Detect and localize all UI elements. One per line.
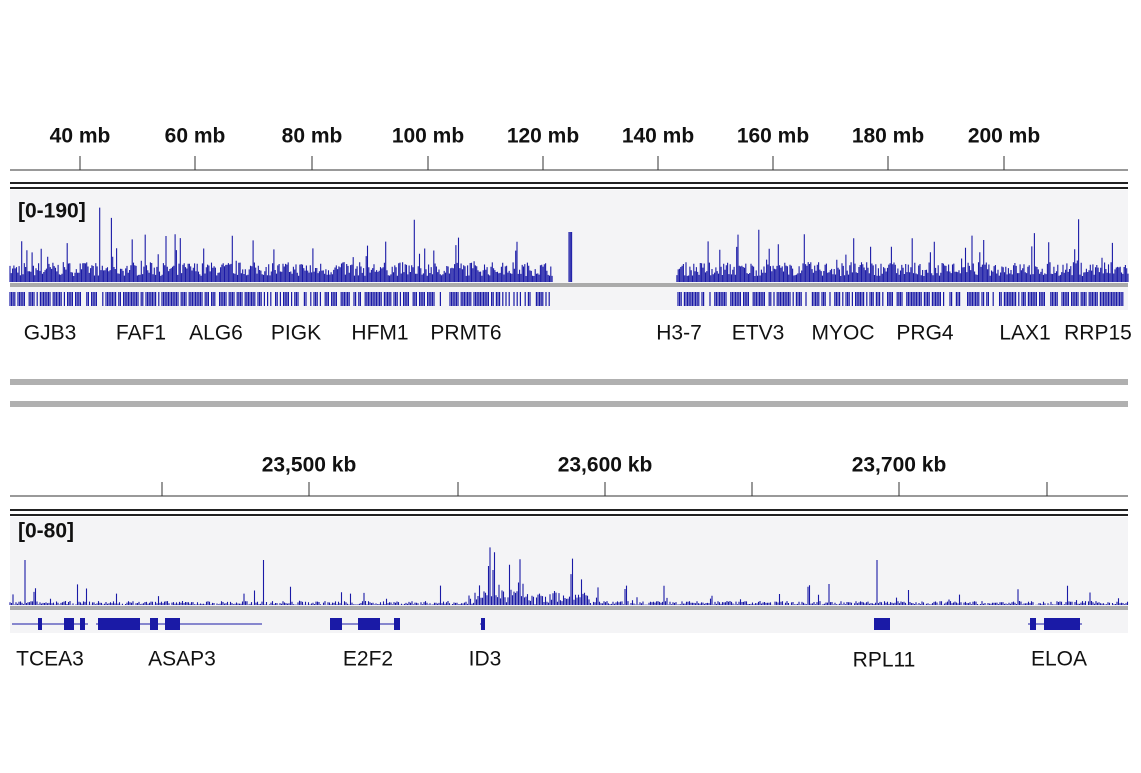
exon: [1030, 618, 1036, 630]
gene-label: ID3: [469, 648, 502, 671]
gene-label: E2F2: [343, 648, 393, 671]
track-range: [0-80]: [18, 520, 74, 543]
tick-label: 160 mb: [737, 125, 809, 148]
track-background: [10, 517, 1128, 633]
tick-label: 40 mb: [50, 125, 111, 148]
gene-label: RPL11: [853, 649, 916, 672]
tick-label: 180 mb: [852, 125, 924, 148]
track-range: [0-190]: [18, 200, 86, 223]
exon: [38, 618, 42, 630]
tick-label: 23,500 kb: [262, 454, 357, 477]
gene-label: ETV3: [732, 322, 785, 345]
gene-label: FAF1: [116, 322, 166, 345]
exon: [394, 618, 400, 630]
gene-label: ASAP3: [148, 648, 216, 671]
gene-label: PRMT6: [430, 322, 501, 345]
gene-label: PIGK: [271, 322, 321, 345]
gene-features: [9, 292, 1124, 306]
tick-label: 80 mb: [282, 125, 343, 148]
gene-label: ALG6: [189, 322, 243, 345]
exon: [150, 618, 158, 630]
gene-label: ELOA: [1031, 648, 1087, 671]
panel-separator: [10, 401, 1128, 407]
tick-label: 60 mb: [165, 125, 226, 148]
exon: [80, 618, 85, 630]
coverage-signal: [9, 547, 1129, 605]
gene-label: GJB3: [24, 322, 77, 345]
gene-label: LAX1: [999, 322, 1050, 345]
tick-label: 120 mb: [507, 125, 579, 148]
exon: [481, 618, 485, 630]
gene-label: HFM1: [351, 322, 408, 345]
exon: [98, 618, 140, 630]
exon: [165, 618, 180, 630]
exon: [1044, 618, 1080, 630]
tick-label: 23,700 kb: [852, 454, 947, 477]
track-baseline: [10, 283, 1128, 287]
gene-label: H3-7: [656, 322, 702, 345]
exon: [874, 618, 890, 630]
tick-label: 200 mb: [968, 125, 1040, 148]
track-baseline: [10, 606, 1128, 610]
exon: [330, 618, 342, 630]
tick-label: 100 mb: [392, 125, 464, 148]
gene-label: TCEA3: [16, 648, 84, 671]
exon: [358, 618, 380, 630]
gene-label: PRG4: [896, 322, 954, 345]
panel-separator: [10, 379, 1128, 385]
tick-label: 23,600 kb: [558, 454, 653, 477]
gene-label: MYOC: [812, 322, 875, 345]
gene-label: RRP15: [1064, 322, 1132, 345]
exon: [64, 618, 74, 630]
tick-label: 140 mb: [622, 125, 694, 148]
coverage-signal: [9, 207, 1129, 282]
